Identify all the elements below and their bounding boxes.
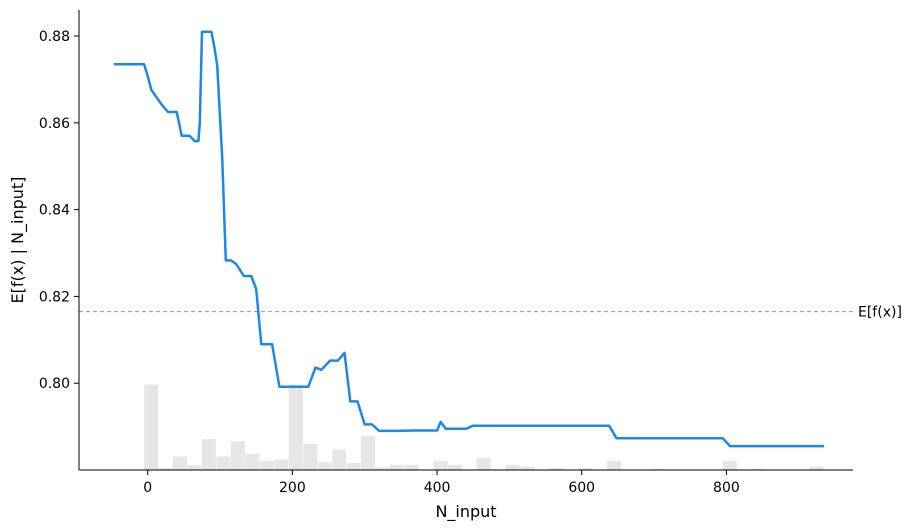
y-ticks: 0.80 0.82 0.84 0.86 0.88 [39,29,79,392]
histogram-bars [144,384,824,470]
histogram-bar [578,468,593,470]
x-tick-label: 200 [279,480,306,496]
histogram-bar [650,468,665,470]
histogram-bar [158,467,173,470]
histogram-bar [274,459,289,470]
histogram-bar [549,468,564,470]
histogram-bar [187,465,202,470]
histogram-bar [447,464,462,470]
histogram-bar [216,456,231,470]
y-tick-label: 0.86 [39,116,70,132]
y-tick-label: 0.80 [39,376,70,392]
histogram-bar [361,436,376,470]
histogram-bar [346,463,361,470]
y-tick-label: 0.88 [39,29,70,45]
x-tick-label: 600 [568,480,595,496]
histogram-bar [476,457,491,470]
x-ticks: 0 200 400 600 800 [143,470,740,496]
histogram-bar [607,460,622,470]
x-tick-label: 800 [713,480,740,496]
x-tick-label: 400 [424,480,451,496]
histogram-bar [303,443,318,470]
histogram-bar [288,384,303,470]
baseline-label: E[f(x)] [858,305,902,321]
histogram-bar [317,462,332,470]
histogram-bar [505,464,520,470]
histogram-bar [751,468,766,470]
histogram-bar [375,467,390,470]
histogram-bar [259,460,274,470]
x-tick-label: 0 [143,480,152,496]
histogram-bar [230,441,245,470]
histogram-bar [520,466,535,470]
histogram-bar [173,456,188,470]
histogram-bar [144,384,159,470]
histogram-bar [390,464,405,470]
pd-curve [113,30,825,448]
histogram-bar [245,453,260,470]
histogram-bar [332,449,347,470]
histogram-bar [201,439,216,470]
histogram-bar [433,460,448,470]
histogram-bar [404,464,419,470]
x-axis-label: N_input [435,502,496,522]
y-tick-label: 0.84 [39,203,70,219]
y-tick-label: 0.82 [39,289,70,305]
histogram-bar [722,460,737,470]
histogram-bar [809,466,824,470]
y-axis-label: E[f(x) | N_input] [8,177,28,304]
